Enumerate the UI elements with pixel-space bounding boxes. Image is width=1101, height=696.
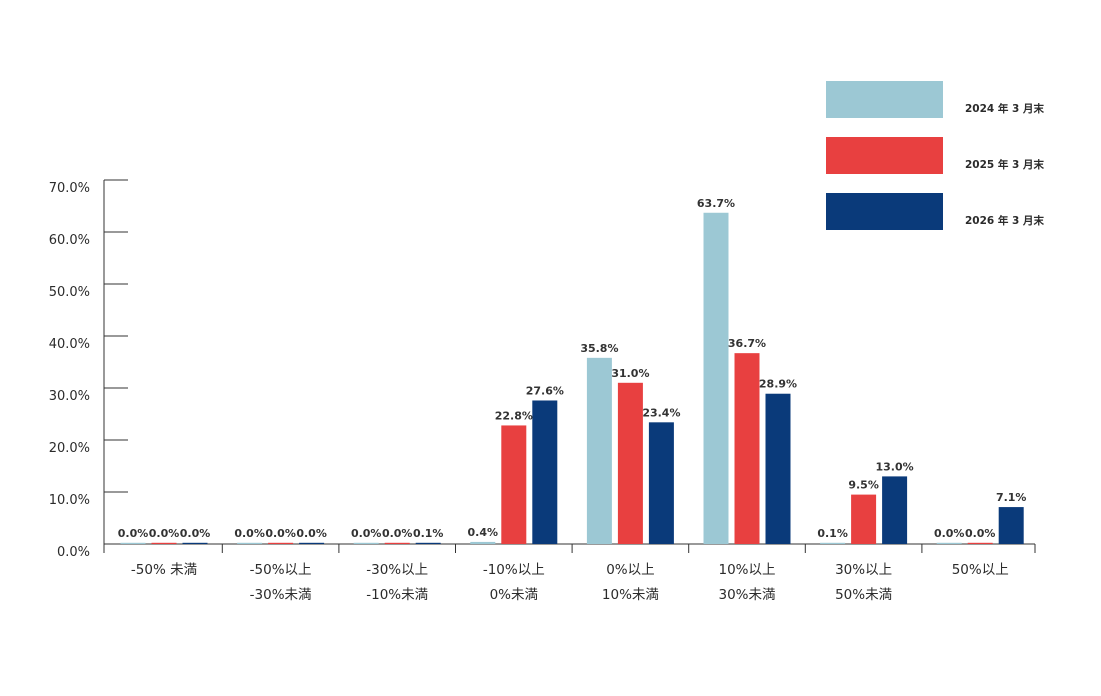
data-label: 0.0% — [265, 527, 296, 540]
bars — [120, 212, 1024, 544]
legend-label: 2025 年 3 月末 — [965, 158, 1044, 171]
y-tick-label: 40.0% — [49, 337, 90, 352]
y-axis: 0.0% 10.0% 20.0% 30.0% 40.0% 50.0% 60.0% 70.0% — [49, 179, 128, 560]
y-tick-label: 0.0% — [57, 545, 90, 560]
x-tick-label: 10%以上 30%未満 — [718, 562, 775, 603]
data-label: 0.0% — [382, 527, 413, 540]
bar — [268, 542, 294, 544]
y-tick-label: 20.0% — [49, 441, 90, 456]
data-label: 23.4% — [642, 406, 680, 419]
bar — [237, 542, 263, 544]
legend: 2024 年 3 月末 2025 年 3 月末 2026 年 3 月末 — [826, 81, 1044, 230]
data-label: 36.7% — [728, 337, 766, 350]
bar — [734, 353, 760, 544]
bar — [120, 542, 146, 544]
bar — [586, 357, 612, 544]
data-label: 35.8% — [580, 342, 618, 355]
data-label: 22.8% — [495, 409, 533, 422]
bar — [182, 542, 208, 544]
data-label: 13.0% — [876, 460, 914, 473]
bar — [617, 382, 643, 544]
data-label: 31.0% — [611, 367, 649, 380]
data-label: 0.0% — [296, 527, 327, 540]
x-tick-label: 50%以上 — [952, 562, 1009, 578]
data-label: 0.0% — [351, 527, 382, 540]
x-axis: -50% 未満 -50%以上-30%未満 -30%以上-10%未満 -10%以上 0%未… — [103, 543, 1036, 603]
bar — [851, 494, 877, 544]
y-tick-label: 30.0% — [49, 389, 90, 404]
bar — [967, 542, 993, 544]
data-label: 7.1% — [996, 491, 1027, 504]
bar — [384, 542, 410, 544]
x-tick-label: -50%以上-30%未満 — [250, 562, 312, 603]
data-label: 0.0% — [234, 527, 265, 540]
x-tick-label: 0%以上 10%未満 — [602, 562, 659, 603]
bar — [765, 393, 791, 544]
data-label: 9.5% — [848, 479, 879, 492]
x-tick-label: -10%以上 0%未満 — [483, 562, 545, 603]
x-tick-label: -50% 未満 — [131, 562, 197, 578]
bar — [470, 541, 496, 544]
bar — [648, 422, 674, 544]
data-labels: 0.0% 0.0% 0.0% 0.4%35.8%63.7%0.1% 0.0%0.0% 0.… — [118, 197, 1027, 540]
data-label: 0.0% — [149, 527, 180, 540]
bar — [532, 400, 558, 544]
bar — [936, 542, 962, 544]
legend-swatch — [826, 81, 943, 118]
bar — [353, 542, 379, 544]
bar — [299, 542, 325, 544]
x-tick-label: 30%以上 50%未満 — [835, 562, 892, 603]
y-tick-label: 60.0% — [49, 233, 90, 248]
bar — [703, 212, 729, 544]
data-label: 0.0% — [118, 527, 149, 540]
y-tick-label: 70.0% — [49, 181, 90, 196]
data-label: 0.1% — [413, 527, 444, 540]
data-label: 0.4% — [468, 526, 499, 539]
y-tick-label: 50.0% — [49, 285, 90, 300]
data-label: 28.9% — [759, 378, 797, 391]
legend-label: 2024 年 3 月末 — [965, 102, 1044, 115]
bar — [415, 542, 441, 544]
x-tick-label: -30%以上-10%未満 — [366, 562, 428, 603]
y-tick-label: 10.0% — [49, 493, 90, 508]
data-label: 0.1% — [817, 527, 848, 540]
data-label: 27.6% — [526, 384, 564, 397]
data-label: 0.0% — [934, 527, 965, 540]
bar — [820, 542, 846, 544]
legend-label: 2026 年 3 月末 — [965, 214, 1044, 227]
bar — [151, 542, 177, 544]
data-label: 0.0% — [180, 527, 211, 540]
legend-swatch — [826, 137, 943, 174]
legend-swatch — [826, 193, 943, 230]
data-label: 63.7% — [697, 197, 735, 210]
bar — [882, 476, 908, 544]
bar — [501, 425, 527, 544]
bar — [998, 507, 1024, 544]
data-label: 0.0% — [965, 527, 996, 540]
